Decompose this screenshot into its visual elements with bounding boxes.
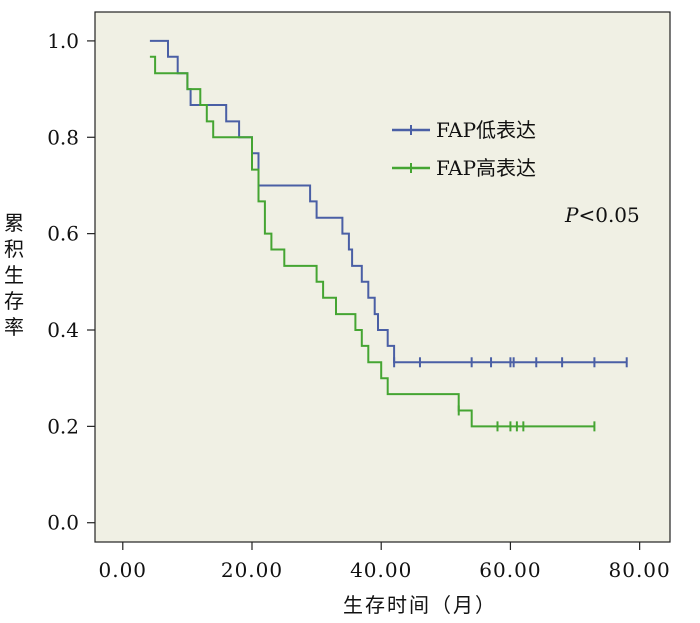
p-value-annotation: P<0.05 bbox=[564, 203, 640, 227]
x-axis-label: 生存时间（月） bbox=[343, 593, 497, 617]
x-tick-label: 60.00 bbox=[479, 558, 541, 582]
legend: FAP低表达 FAP高表达 bbox=[392, 118, 536, 180]
x-axis: 0.00 20.00 40.00 60.00 80.00 bbox=[99, 542, 671, 582]
x-tick-label: 40.00 bbox=[350, 558, 412, 582]
y-axis-label-char: 累 bbox=[4, 211, 24, 235]
survival-curves bbox=[149, 39, 628, 432]
y-axis: 0.0 0.2 0.4 0.6 0.8 1.0 bbox=[47, 29, 95, 535]
y-tick-label: 0.8 bbox=[47, 125, 79, 149]
p-value-rest: <0.05 bbox=[578, 203, 639, 227]
y-tick-label: 1.0 bbox=[47, 29, 79, 53]
y-tick-label: 0.6 bbox=[47, 222, 79, 246]
y-tick-label: 0.0 bbox=[47, 511, 79, 535]
legend-label: FAP高表达 bbox=[436, 156, 536, 180]
y-axis-label-char: 率 bbox=[4, 315, 24, 339]
legend-label: FAP低表达 bbox=[436, 118, 536, 142]
x-tick-label: 0.00 bbox=[99, 558, 148, 582]
y-axis-label-char: 积 bbox=[4, 237, 24, 261]
y-axis-label-char: 存 bbox=[4, 289, 24, 313]
x-tick-label: 20.00 bbox=[221, 558, 283, 582]
series-line-2 bbox=[149, 55, 595, 428]
p-value-italic: P bbox=[564, 203, 579, 227]
plot-area bbox=[94, 11, 671, 543]
y-tick-label: 0.2 bbox=[47, 414, 79, 438]
x-tick-label: 80.00 bbox=[609, 558, 671, 582]
y-tick-label: 0.4 bbox=[47, 318, 79, 342]
y-axis-label-char: 生 bbox=[4, 263, 24, 287]
